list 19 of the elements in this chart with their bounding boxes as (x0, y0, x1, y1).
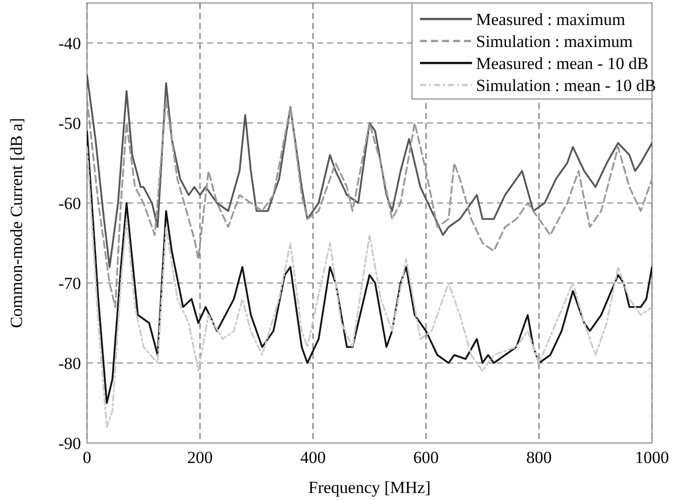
legend-label: Measured : mean - 10 dB (476, 54, 648, 73)
y-tick-label: -60 (58, 194, 81, 213)
y-tick-label: -80 (58, 354, 81, 373)
y-tick-label: -40 (58, 34, 81, 53)
y-tick-label: -50 (58, 114, 81, 133)
legend-label: Measured : maximum (476, 10, 626, 29)
line-series (87, 98, 652, 308)
x-tick-label: 800 (526, 448, 552, 467)
x-tick-label: 600 (413, 448, 439, 467)
x-tick-label: 1000 (635, 448, 669, 467)
legend-label: Simulation : mean - 10 dB (476, 76, 656, 95)
x-axis-title: Frequency [MHz] (308, 478, 431, 497)
y-tick-label: -90 (58, 434, 81, 453)
y-axis-title: Common-mode Current [dB a] (7, 118, 26, 328)
y-tick-label: -70 (58, 274, 81, 293)
x-tick-label: 400 (300, 448, 326, 467)
x-tick-label: 0 (82, 448, 92, 467)
legend-label: Simulation : maximum (476, 32, 633, 51)
x-tick-label: 200 (187, 448, 213, 467)
